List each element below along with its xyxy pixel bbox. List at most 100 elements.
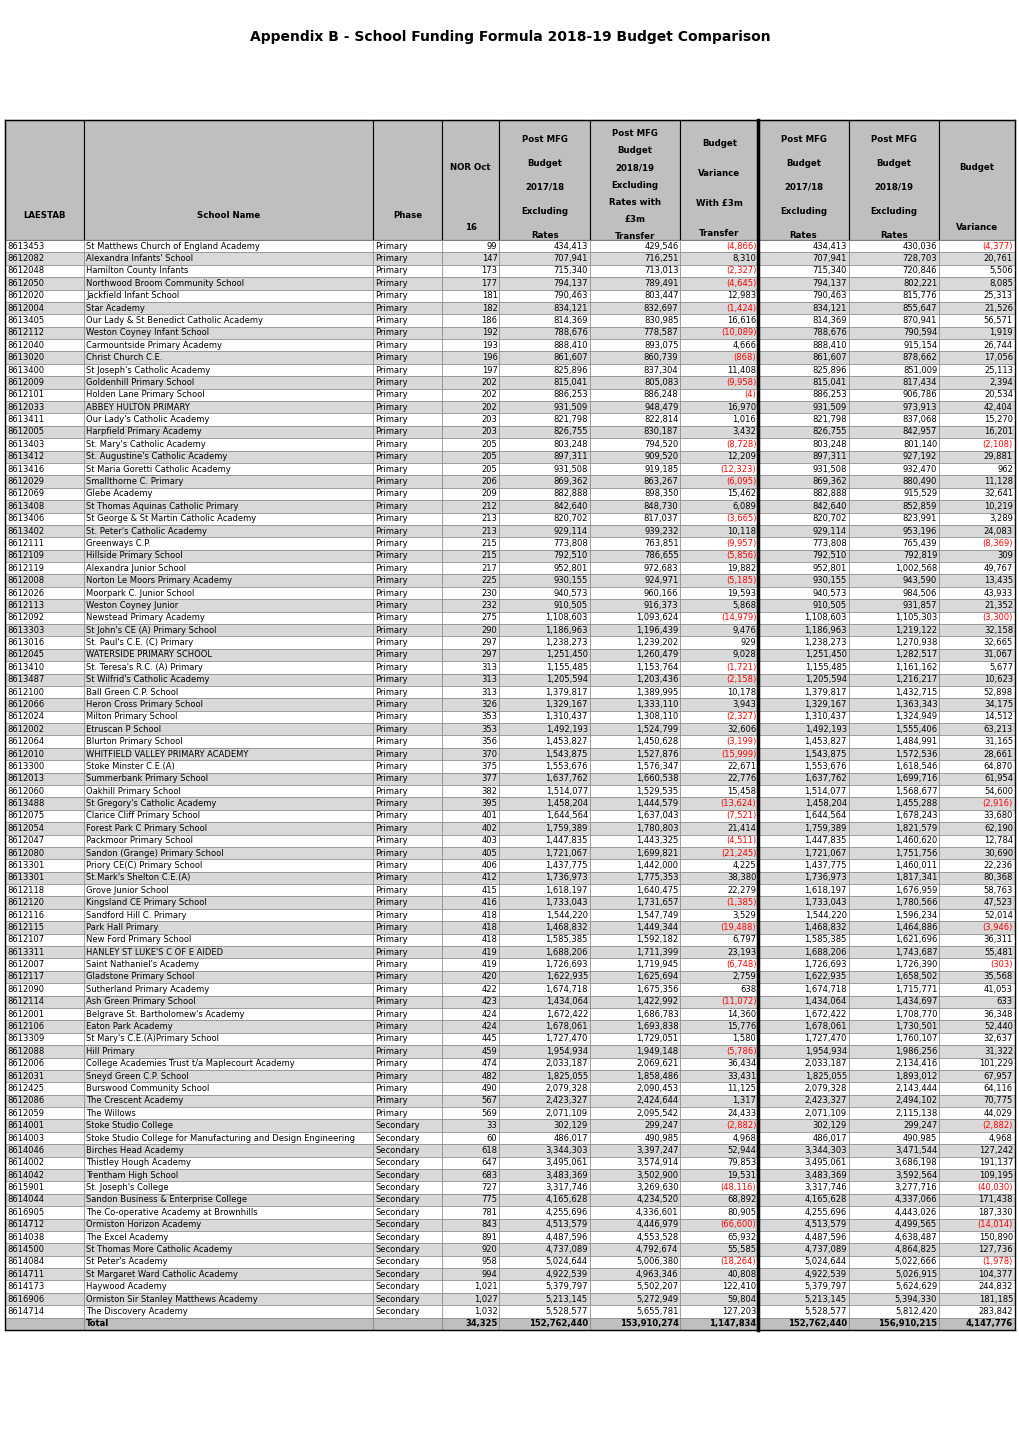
Text: 4,963,346: 4,963,346 [635, 1270, 678, 1279]
Bar [938, 835, 1014, 846]
Bar [373, 450, 441, 463]
Bar [589, 1107, 680, 1119]
Bar [589, 525, 680, 538]
Bar [499, 1094, 589, 1107]
Text: 5,394,330: 5,394,330 [894, 1295, 936, 1304]
Text: Glebe Academy: Glebe Academy [86, 489, 152, 499]
Bar [589, 1083, 680, 1094]
Text: (8,728): (8,728) [726, 440, 755, 448]
Text: 173: 173 [481, 267, 497, 275]
Text: 1,954,934: 1,954,934 [804, 1047, 846, 1056]
Text: Primary: Primary [375, 787, 408, 796]
Bar [589, 897, 680, 908]
Bar [84, 1021, 373, 1032]
Text: 52,944: 52,944 [727, 1146, 755, 1155]
Bar [373, 624, 441, 636]
Bar [373, 1206, 441, 1218]
Bar [441, 538, 499, 549]
Bar [848, 1169, 938, 1181]
Text: 11,408: 11,408 [727, 366, 755, 375]
Bar [5, 649, 84, 660]
Text: 1,434,064: 1,434,064 [804, 998, 846, 1007]
Text: 1,585,385: 1,585,385 [804, 936, 846, 945]
Bar [5, 450, 84, 463]
Bar [499, 933, 589, 946]
Bar [5, 748, 84, 760]
Text: 1,317: 1,317 [732, 1096, 755, 1106]
Bar [499, 983, 589, 995]
Text: Primary: Primary [375, 1084, 408, 1093]
Text: Primary: Primary [375, 1060, 408, 1069]
Bar [848, 735, 938, 748]
Bar [938, 314, 1014, 327]
Bar [441, 810, 499, 822]
Text: 8612047: 8612047 [7, 836, 44, 845]
Bar [373, 859, 441, 872]
Text: 8,310: 8,310 [732, 254, 755, 262]
Text: Primary: Primary [375, 861, 408, 870]
Bar [84, 1169, 373, 1181]
Text: Sandon Business & Enterprise College: Sandon Business & Enterprise College [86, 1195, 247, 1204]
Bar [441, 414, 499, 425]
Text: 8612064: 8612064 [7, 737, 44, 746]
Text: 823,991: 823,991 [902, 515, 936, 523]
Text: 3,269,630: 3,269,630 [635, 1182, 678, 1193]
Text: 1,553,676: 1,553,676 [804, 761, 846, 771]
Text: Primary: Primary [375, 453, 408, 461]
Text: New Ford Primary School: New Ford Primary School [86, 936, 192, 945]
Bar [680, 1181, 757, 1194]
Bar [938, 327, 1014, 339]
Bar [757, 797, 848, 810]
Text: 1,660,538: 1,660,538 [635, 774, 678, 783]
Bar [441, 773, 499, 784]
Bar [589, 277, 680, 290]
Bar [84, 1181, 373, 1194]
Bar [938, 425, 1014, 438]
Bar [757, 1107, 848, 1119]
Bar [938, 450, 1014, 463]
Bar [757, 946, 848, 959]
Bar [499, 822, 589, 835]
Text: (3,946): (3,946) [981, 923, 1012, 932]
Bar [680, 995, 757, 1008]
Text: 5,655,781: 5,655,781 [636, 1306, 678, 1317]
Text: 683: 683 [481, 1171, 497, 1180]
Text: 2,071,109: 2,071,109 [545, 1109, 587, 1118]
Text: (21,245): (21,245) [720, 849, 755, 858]
Text: 1,434,064: 1,434,064 [545, 998, 587, 1007]
Text: Appendix B - School Funding Formula 2018-19 Budget Comparison: Appendix B - School Funding Formula 2018… [250, 30, 769, 45]
Bar [499, 352, 589, 363]
Text: 825,896: 825,896 [553, 366, 587, 375]
Text: 786,655: 786,655 [643, 551, 678, 561]
Text: 1,731,657: 1,731,657 [635, 898, 678, 907]
Text: 8613408: 8613408 [7, 502, 44, 510]
Text: 47,523: 47,523 [983, 898, 1012, 907]
Text: 1,434,697: 1,434,697 [894, 998, 936, 1007]
Text: 64,870: 64,870 [982, 761, 1012, 771]
Bar [441, 301, 499, 314]
Text: 202: 202 [481, 402, 497, 412]
Bar [5, 414, 84, 425]
Bar [757, 784, 848, 797]
Text: 952,801: 952,801 [553, 564, 587, 572]
Bar [441, 1144, 499, 1156]
Text: 931,508: 931,508 [553, 464, 587, 473]
Bar [499, 649, 589, 660]
Text: 41,053: 41,053 [983, 985, 1012, 994]
Text: 36,434: 36,434 [727, 1060, 755, 1069]
Bar [938, 784, 1014, 797]
Bar [680, 722, 757, 735]
Bar [84, 810, 373, 822]
Text: 8,085: 8,085 [988, 278, 1012, 288]
Bar [938, 673, 1014, 686]
Text: 6,797: 6,797 [732, 936, 755, 945]
Bar [938, 872, 1014, 884]
Bar [848, 810, 938, 822]
Text: 8612082: 8612082 [7, 254, 44, 262]
Text: 4,792,674: 4,792,674 [636, 1244, 678, 1255]
Text: St. Peter's Catholic Academy: St. Peter's Catholic Academy [86, 526, 207, 535]
Bar [938, 277, 1014, 290]
Bar [757, 983, 848, 995]
Bar [5, 797, 84, 810]
Bar [848, 389, 938, 401]
